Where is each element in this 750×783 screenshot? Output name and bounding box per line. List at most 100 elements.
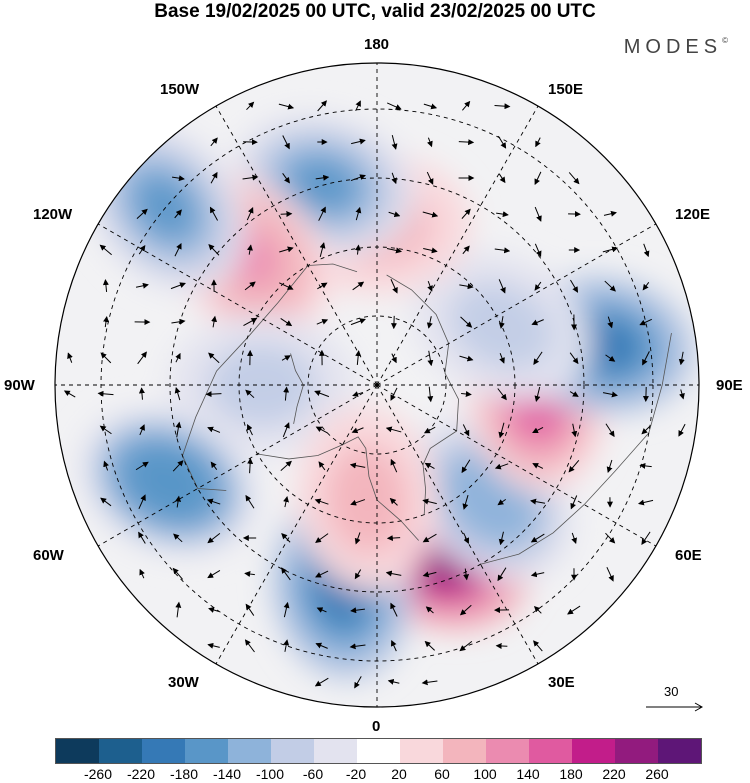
wind-vector bbox=[351, 138, 366, 145]
wind-vector bbox=[459, 355, 474, 362]
wind-vector bbox=[532, 463, 544, 469]
colorbar-swatch bbox=[185, 739, 228, 763]
wind-vector bbox=[569, 391, 579, 397]
wind-vector bbox=[533, 351, 543, 365]
wind-vector bbox=[280, 210, 293, 217]
wind-vector bbox=[314, 498, 329, 505]
wind-vector bbox=[422, 571, 437, 578]
wind-vector bbox=[642, 351, 650, 366]
meridian-line bbox=[376, 223, 657, 386]
wind-vector bbox=[494, 103, 511, 110]
wind-vector bbox=[532, 426, 544, 434]
coastlines bbox=[182, 263, 672, 565]
wind-vector bbox=[175, 495, 182, 508]
wind-vector bbox=[100, 497, 112, 507]
meridian-line bbox=[97, 223, 378, 386]
wind-vector bbox=[97, 390, 114, 397]
wind-vector bbox=[498, 422, 505, 439]
wind-vector bbox=[571, 532, 577, 545]
wind-vector bbox=[135, 282, 149, 289]
brand-name: MODES bbox=[623, 36, 723, 58]
colorbar-swatch bbox=[357, 739, 400, 763]
wind-vector bbox=[462, 245, 470, 255]
wind-vector bbox=[283, 639, 290, 652]
colorbar-tick-label: 260 bbox=[645, 766, 669, 782]
label-30w: 30W bbox=[168, 674, 199, 691]
wind-vector bbox=[639, 462, 652, 469]
wind-vector bbox=[571, 423, 578, 438]
wind-vector bbox=[211, 315, 218, 328]
wind-vector bbox=[174, 209, 182, 219]
label-180: 180 bbox=[364, 36, 390, 53]
wind-vector bbox=[390, 602, 398, 617]
wind-vector bbox=[208, 244, 220, 256]
colorbar-tick-label: 180 bbox=[559, 766, 583, 782]
wind-vector bbox=[247, 457, 254, 474]
wind-vector bbox=[315, 642, 328, 649]
wind-vector bbox=[208, 607, 220, 613]
anomaly-contour bbox=[340, 464, 394, 535]
wind-vector bbox=[173, 533, 183, 543]
wind-vector bbox=[281, 567, 291, 581]
wind-vector bbox=[386, 535, 401, 542]
wind-vector bbox=[205, 391, 222, 398]
wind-vector bbox=[171, 318, 186, 325]
wind-vector bbox=[174, 386, 181, 401]
anomaly-contour bbox=[134, 454, 203, 511]
label-60w: 60W bbox=[33, 547, 64, 564]
wind-vector bbox=[602, 246, 619, 253]
colorbar-swatch bbox=[400, 739, 443, 763]
wind-vector bbox=[246, 207, 254, 221]
wind-vector bbox=[463, 532, 469, 544]
wind-vector bbox=[530, 571, 545, 578]
wind-vector bbox=[138, 494, 146, 509]
wind-vector bbox=[534, 281, 542, 291]
colorbar-swatch bbox=[572, 739, 615, 763]
wind-vector bbox=[497, 498, 507, 506]
wind-vector bbox=[318, 206, 326, 221]
wind-vector bbox=[463, 568, 470, 581]
wind-vector bbox=[245, 389, 255, 399]
wind-vector bbox=[282, 173, 290, 184]
wind-vector bbox=[458, 139, 475, 146]
wind-vector bbox=[459, 641, 473, 652]
wind-vector bbox=[422, 498, 437, 505]
wind-vector bbox=[244, 281, 256, 291]
wind-vector bbox=[427, 350, 434, 367]
wind-vector bbox=[354, 532, 361, 545]
colorbar-tick-label: 140 bbox=[516, 766, 540, 782]
wind-vector bbox=[643, 243, 650, 258]
wind-vector bbox=[459, 283, 474, 290]
colorbar bbox=[55, 738, 702, 764]
wind-vector bbox=[246, 101, 255, 111]
wind-vector bbox=[423, 247, 438, 254]
wind-vector bbox=[390, 458, 398, 473]
modes-logo: MODES© bbox=[624, 36, 728, 59]
wind-vector bbox=[210, 461, 218, 470]
label-120e: 120E bbox=[675, 206, 711, 223]
wind-vector bbox=[350, 174, 366, 182]
meridian-line bbox=[376, 384, 539, 665]
coastline bbox=[257, 436, 419, 541]
colorbar-swatch bbox=[529, 739, 572, 763]
wind-vector bbox=[391, 172, 397, 185]
wind-vector bbox=[354, 569, 362, 580]
wind-vector bbox=[530, 533, 545, 543]
colorbar-swatch bbox=[486, 739, 529, 763]
wind-vector bbox=[138, 245, 146, 255]
wind-vector bbox=[315, 533, 329, 543]
wind-vector bbox=[207, 569, 221, 579]
wind-vector bbox=[278, 103, 295, 110]
wind-vector bbox=[570, 279, 579, 293]
colorbar-tick-label: -20 bbox=[345, 766, 367, 782]
wind-vector bbox=[602, 391, 618, 398]
wind-vector bbox=[534, 243, 542, 258]
wind-vector bbox=[243, 317, 258, 327]
wind-vector bbox=[314, 390, 330, 398]
wind-vector bbox=[496, 211, 509, 218]
wind-vector bbox=[390, 279, 398, 294]
wind-vector bbox=[99, 244, 112, 256]
wind-vector bbox=[533, 605, 542, 614]
wind-vector bbox=[494, 247, 511, 254]
wind-vector bbox=[175, 352, 181, 363]
